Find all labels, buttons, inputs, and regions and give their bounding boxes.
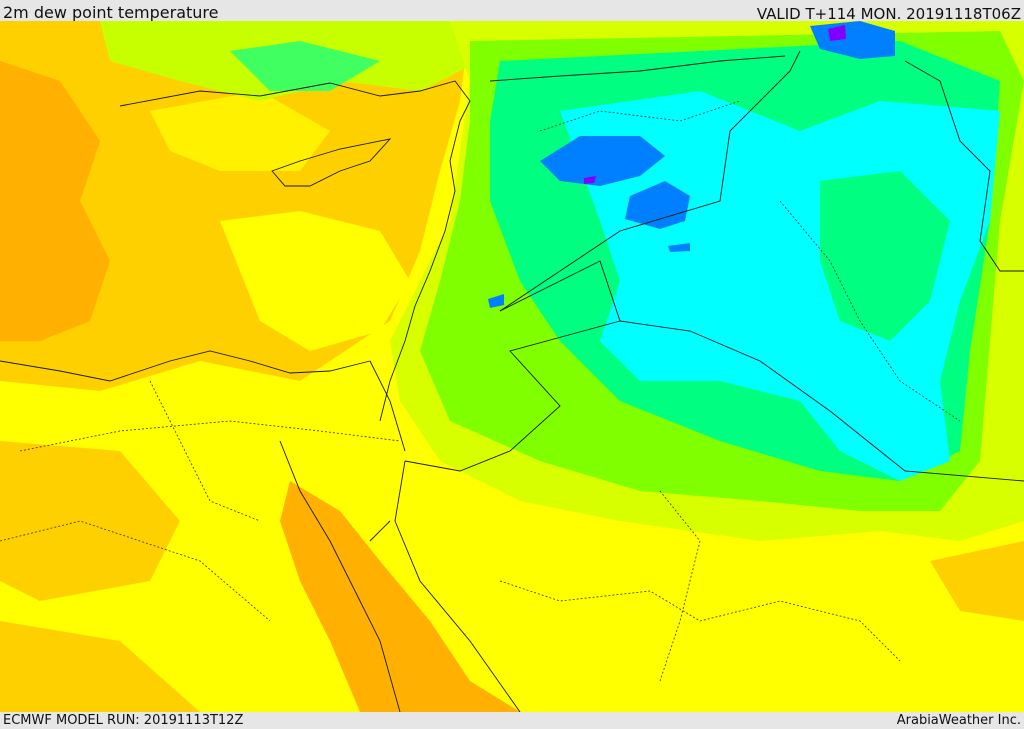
jordan-border xyxy=(404,260,621,472)
field-purple-north xyxy=(828,25,846,41)
field-orange-west xyxy=(0,61,110,341)
field-purple-turkey xyxy=(584,176,596,184)
field-yellow-orange-sw xyxy=(0,621,200,712)
iran-border xyxy=(904,60,1024,272)
field-orange-redsea xyxy=(280,481,520,712)
syria-turkey-border xyxy=(489,55,786,82)
map-title: 2m dew point temperature xyxy=(3,3,219,22)
field-blue-turkey-2 xyxy=(625,181,690,229)
red-sea-east xyxy=(394,460,521,712)
field-mint-north xyxy=(230,41,380,91)
cyprus-outline xyxy=(271,138,392,187)
province-borders xyxy=(0,100,961,682)
egypt-north-coast xyxy=(0,350,371,382)
dew-point-map xyxy=(0,21,1024,712)
gulf-of-suez xyxy=(369,520,391,542)
map-canvas xyxy=(0,21,1024,712)
model-run: ECMWF MODEL RUN: 20191113T12Z xyxy=(3,713,244,728)
sinai-border xyxy=(369,360,406,452)
levant-coast xyxy=(379,120,461,422)
credit-text: ArabiaWeather Inc. xyxy=(896,713,1021,728)
iraq-saudi-border xyxy=(619,320,1024,482)
red-sea-west xyxy=(279,440,401,712)
country-borders xyxy=(0,50,1024,712)
field-mint-patch xyxy=(820,171,950,341)
syria-iraq-border xyxy=(499,50,801,312)
field-blue-turkey xyxy=(540,136,665,186)
field-blue-small-2 xyxy=(668,243,690,252)
field-orange-central xyxy=(150,91,330,171)
footer-bar: ECMWF MODEL RUN: 20191113T12Z ArabiaWeat… xyxy=(0,712,1024,729)
field-yellow-orange-se xyxy=(930,541,1024,621)
header-bar: 2m dew point temperature VALID T+114 MON… xyxy=(0,0,1024,23)
field-yellow-coast xyxy=(220,211,410,351)
field-blue-small xyxy=(488,294,504,308)
turkey-south-coast xyxy=(119,80,471,122)
valid-time: VALID T+114 MON. 20191118T06Z xyxy=(756,5,1021,23)
field-yellow-orange-south xyxy=(0,441,180,601)
